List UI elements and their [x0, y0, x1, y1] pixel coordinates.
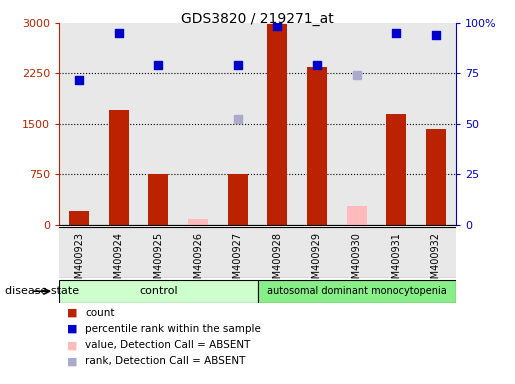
Bar	[218, 23, 258, 225]
Text: GSM400929: GSM400929	[312, 232, 322, 291]
Text: value, Detection Call = ABSENT: value, Detection Call = ABSENT	[85, 340, 250, 350]
Bar	[59, 23, 99, 225]
Bar	[376, 23, 416, 225]
Text: rank, Detection Call = ABSENT: rank, Detection Call = ABSENT	[85, 356, 245, 366]
Text: ■: ■	[67, 340, 77, 350]
Bar	[337, 23, 376, 225]
Bar	[59, 227, 99, 278]
Text: GSM400928: GSM400928	[272, 232, 282, 291]
Bar	[188, 219, 208, 225]
Bar	[178, 227, 218, 278]
Text: control: control	[139, 286, 178, 296]
Bar	[416, 23, 456, 225]
Text: GSM400927: GSM400927	[233, 232, 243, 291]
Bar	[297, 23, 337, 225]
Bar	[139, 23, 178, 225]
Bar	[228, 174, 248, 225]
Bar	[218, 227, 258, 278]
Bar	[426, 129, 446, 225]
Text: ■: ■	[67, 324, 77, 334]
Bar	[99, 227, 139, 278]
Text: GSM400931: GSM400931	[391, 232, 401, 291]
Bar	[267, 25, 287, 225]
Bar	[258, 23, 297, 225]
Bar	[109, 111, 129, 225]
Text: disease state: disease state	[5, 286, 79, 296]
Text: GSM400926: GSM400926	[193, 232, 203, 291]
Point	[273, 23, 281, 29]
Text: GSM400930: GSM400930	[352, 232, 362, 291]
Point	[154, 62, 163, 68]
Text: count: count	[85, 308, 114, 318]
Bar	[99, 23, 139, 225]
Bar	[307, 67, 327, 225]
Bar	[337, 227, 376, 278]
Point	[114, 30, 123, 36]
Text: GSM400923: GSM400923	[74, 232, 84, 291]
Point	[352, 72, 360, 78]
Point	[75, 77, 83, 83]
Point	[234, 116, 242, 122]
Point	[313, 62, 321, 68]
Text: percentile rank within the sample: percentile rank within the sample	[85, 324, 261, 334]
Text: ■: ■	[67, 308, 77, 318]
Point	[392, 30, 401, 36]
Bar	[148, 174, 168, 225]
Point	[432, 32, 440, 38]
Bar	[297, 227, 337, 278]
Bar	[416, 227, 456, 278]
Bar	[69, 211, 89, 225]
Bar	[139, 227, 178, 278]
FancyBboxPatch shape	[258, 280, 456, 303]
Bar	[386, 114, 406, 225]
Bar	[376, 227, 416, 278]
Text: autosomal dominant monocytopenia: autosomal dominant monocytopenia	[267, 286, 447, 296]
Point	[234, 62, 242, 68]
Text: GSM400924: GSM400924	[114, 232, 124, 291]
Bar	[178, 23, 218, 225]
FancyBboxPatch shape	[59, 280, 258, 303]
Bar	[258, 227, 297, 278]
Text: GDS3820 / 219271_at: GDS3820 / 219271_at	[181, 12, 334, 25]
Text: ■: ■	[67, 356, 77, 366]
Text: GSM400925: GSM400925	[153, 232, 163, 291]
Bar	[347, 206, 367, 225]
Text: GSM400932: GSM400932	[431, 232, 441, 291]
